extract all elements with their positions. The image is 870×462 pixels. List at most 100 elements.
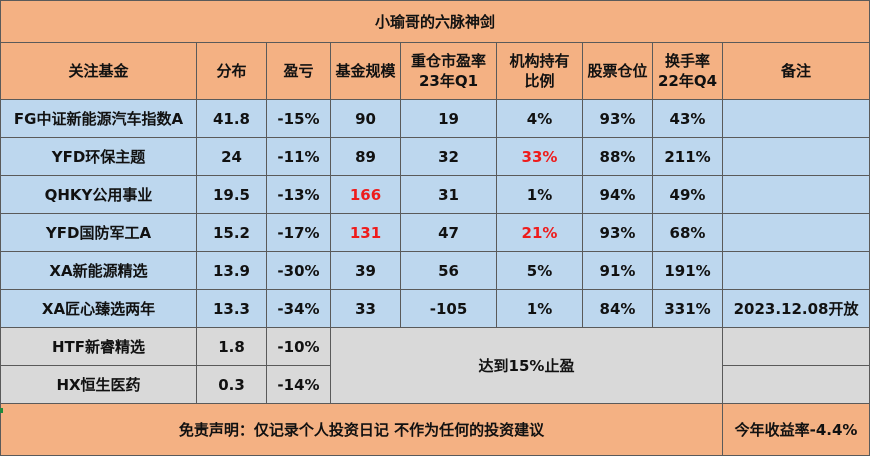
header-pe-label-1: 重仓市盈率 xyxy=(410,52,486,70)
dist-cell[interactable]: 24 xyxy=(196,137,267,176)
fund-name-cell[interactable]: FG中证新能源汽车指数A xyxy=(0,99,197,138)
header-dist-label: 分布 xyxy=(216,62,247,80)
pnl-cell[interactable]: -10% xyxy=(266,327,331,366)
table-row: HTF新睿精选 1.8 -10% 达到15%止盈 xyxy=(0,327,870,404)
scale-cell-highlight[interactable]: 131 xyxy=(330,213,401,252)
position-cell[interactable]: 93% xyxy=(582,213,653,252)
note-cell[interactable] xyxy=(721,251,870,290)
note-cell[interactable] xyxy=(721,99,870,138)
pnl-cell[interactable]: -17% xyxy=(266,213,331,252)
table-row: XA新能源精选 13.9 -30% 39 56 5% 91% 191% xyxy=(0,251,870,290)
pe-cell[interactable]: 32 xyxy=(400,137,497,176)
header-pnl[interactable]: 盈亏 xyxy=(266,42,331,100)
inst-cell-highlight[interactable]: 21% xyxy=(496,213,583,252)
scale-cell[interactable]: 90 xyxy=(330,99,401,138)
table-row: QHKY公用事业 19.5 -13% 166 31 1% 94% 49% xyxy=(0,175,870,214)
dist-cell[interactable]: 1.8 xyxy=(196,327,267,366)
note-cell[interactable] xyxy=(721,365,870,404)
position-cell[interactable]: 93% xyxy=(582,99,653,138)
inst-cell[interactable]: 1% xyxy=(496,175,583,214)
take-profit-note[interactable]: 达到15%止盈 xyxy=(330,327,723,404)
header-inst[interactable]: 机构持有 比例 xyxy=(496,42,583,100)
footer-row: 免责声明：仅记录个人投资日记 不作为任何的投资建议 今年收益率-4.4% xyxy=(0,403,870,456)
pnl-cell[interactable]: -34% xyxy=(266,289,331,328)
table-row: HX恒生医药 0.3 -14% xyxy=(0,365,870,404)
fund-name-cell[interactable]: XA新能源精选 xyxy=(0,251,197,290)
header-turnover-label-2: 22年Q4 xyxy=(657,72,718,90)
table-row: XA匠心臻选两年 13.3 -34% 33 -105 1% 84% 331% 2… xyxy=(0,289,870,328)
inst-cell-highlight[interactable]: 33% xyxy=(496,137,583,176)
turnover-cell[interactable]: 331% xyxy=(652,289,723,328)
sheet-title[interactable]: 小瑜哥的六脉神剑 xyxy=(0,0,870,43)
fund-name-cell[interactable]: QHKY公用事业 xyxy=(0,175,197,214)
table-row: YFD环保主题 24 -11% 89 32 33% 88% 211% xyxy=(0,137,870,176)
pnl-cell[interactable]: -30% xyxy=(266,251,331,290)
header-turnover-label-1: 换手率 xyxy=(664,52,710,70)
disclaimer-cell[interactable]: 免责声明：仅记录个人投资日记 不作为任何的投资建议 xyxy=(0,403,723,456)
turnover-cell[interactable]: 68% xyxy=(652,213,723,252)
inst-cell[interactable]: 5% xyxy=(496,251,583,290)
dist-cell[interactable]: 13.9 xyxy=(196,251,267,290)
note-cell[interactable] xyxy=(721,213,870,252)
turnover-cell[interactable]: 191% xyxy=(652,251,723,290)
turnover-cell[interactable]: 211% xyxy=(652,137,723,176)
ytd-return-cell[interactable]: 今年收益率-4.4% xyxy=(721,403,870,456)
inst-cell[interactable]: 4% xyxy=(496,99,583,138)
header-scale[interactable]: 基金规模 xyxy=(330,42,401,100)
dist-cell[interactable]: 0.3 xyxy=(196,365,267,404)
header-inst-label-2: 比例 xyxy=(524,72,555,90)
position-cell[interactable]: 94% xyxy=(582,175,653,214)
position-cell[interactable]: 88% xyxy=(582,137,653,176)
pnl-cell[interactable]: -11% xyxy=(266,137,331,176)
header-pe[interactable]: 重仓市盈率 23年Q1 xyxy=(400,42,497,100)
header-dist[interactable]: 分布 xyxy=(196,42,267,100)
note-cell[interactable] xyxy=(721,137,870,176)
scale-cell[interactable]: 39 xyxy=(330,251,401,290)
scale-cell[interactable]: 89 xyxy=(330,137,401,176)
dist-cell[interactable]: 15.2 xyxy=(196,213,267,252)
header-row: 关注基金 分布 盈亏 基金规模 重仓市盈率 23年Q1 机构持有比例 股票仓位 换… xyxy=(0,42,870,100)
table-row: YFD国防军工A 15.2 -17% 131 47 21% 93% 68% xyxy=(0,213,870,252)
pe-cell[interactable]: -105 xyxy=(400,289,497,328)
pnl-cell[interactable]: -15% xyxy=(266,99,331,138)
pe-cell[interactable]: 19 xyxy=(400,99,497,138)
header-note-label: 备注 xyxy=(781,62,812,80)
header-position-label: 股票仓位 xyxy=(587,62,648,80)
turnover-cell[interactable]: 43% xyxy=(652,99,723,138)
header-fund-label: 关注基金 xyxy=(68,62,129,80)
header-inst-label-1: 机构持有 xyxy=(509,52,570,70)
inst-cell[interactable]: 1% xyxy=(496,289,583,328)
fund-name-cell[interactable]: HX恒生医药 xyxy=(0,365,197,404)
pe-cell[interactable]: 47 xyxy=(400,213,497,252)
scale-cell[interactable]: 33 xyxy=(330,289,401,328)
position-cell[interactable]: 84% xyxy=(582,289,653,328)
fund-name-cell[interactable]: XA匠心臻选两年 xyxy=(0,289,197,328)
table-row: FG中证新能源汽车指数A 41.8 -15% 90 19 4% 93% 43% xyxy=(0,99,870,138)
dist-cell[interactable]: 19.5 xyxy=(196,175,267,214)
pnl-cell[interactable]: -13% xyxy=(266,175,331,214)
note-cell[interactable]: 2023.12.08开放 xyxy=(721,289,870,328)
scale-cell-highlight[interactable]: 166 xyxy=(330,175,401,214)
header-scale-label: 基金规模 xyxy=(335,62,396,80)
pnl-cell[interactable]: -14% xyxy=(266,365,331,404)
header-position[interactable]: 股票仓位 xyxy=(582,42,653,100)
pe-cell[interactable]: 31 xyxy=(400,175,497,214)
note-cell[interactable] xyxy=(721,175,870,214)
header-pe-label-2: 23年Q1 xyxy=(418,72,479,90)
header-pnl-label: 盈亏 xyxy=(283,62,314,80)
dist-cell[interactable]: 41.8 xyxy=(196,99,267,138)
dist-cell[interactable]: 13.3 xyxy=(196,289,267,328)
cell-cursor-marker xyxy=(0,408,3,413)
position-cell[interactable]: 91% xyxy=(582,251,653,290)
header-fund[interactable]: 关注基金 xyxy=(0,42,197,100)
pe-cell[interactable]: 56 xyxy=(400,251,497,290)
turnover-cell[interactable]: 49% xyxy=(652,175,723,214)
header-note[interactable]: 备注 xyxy=(721,42,870,100)
fund-name-cell[interactable]: YFD环保主题 xyxy=(0,137,197,176)
note-cell[interactable] xyxy=(721,327,870,366)
fund-name-cell[interactable]: HTF新睿精选 xyxy=(0,327,197,366)
fund-name-cell[interactable]: YFD国防军工A xyxy=(0,213,197,252)
header-turnover[interactable]: 换手率 22年Q4 xyxy=(652,42,723,100)
